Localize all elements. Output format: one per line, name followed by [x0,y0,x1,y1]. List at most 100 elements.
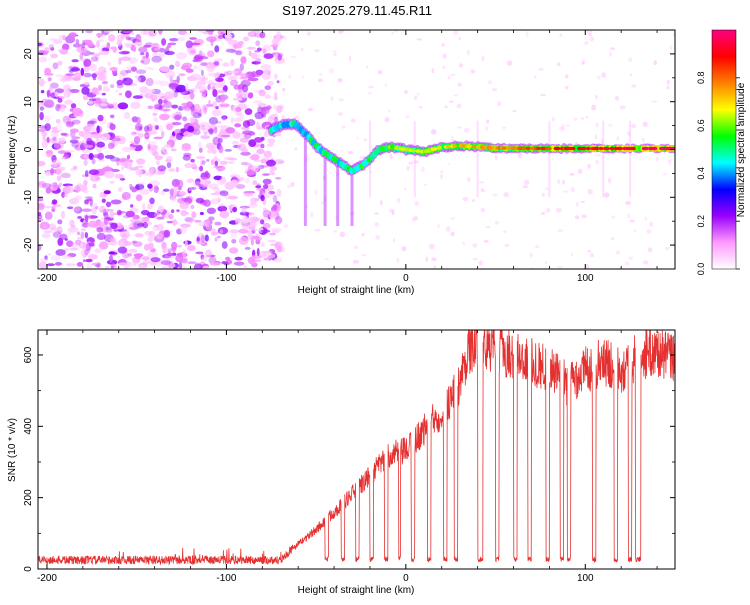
noise-blob [248,131,256,136]
noise-blob [161,146,165,153]
noise-blob [275,210,280,213]
noise-blob [458,63,464,68]
noise-blob [247,238,252,241]
noise-blob [538,68,544,71]
noise-blob [74,72,82,79]
noise-blob [137,265,147,269]
noise-blob [185,68,194,73]
noise-blob [83,95,89,101]
noise-blob [56,175,62,182]
noise-blob [215,72,221,77]
noise-blob [272,203,281,212]
noise-blob [255,69,264,76]
noise-blob [53,203,62,208]
noise-blob [388,208,394,213]
noise-blob [98,50,110,56]
noise-blob [95,264,101,268]
noise-blob [81,86,90,95]
noise-blob [41,131,47,137]
noise-blob [122,77,133,86]
noise-blob [44,114,51,123]
noise-blob [576,201,579,207]
noise-blob [271,228,282,232]
noise-blob [38,203,45,211]
noise-blob [50,167,55,176]
noise-blob [52,159,58,167]
noise-blob [144,172,155,176]
noise-blob [161,241,167,250]
noise-blob [97,114,104,122]
noise-blob [256,248,260,257]
track-core [594,146,600,151]
noise-blob [47,77,52,82]
noise-blob [130,101,141,109]
noise-blob [136,220,142,224]
noise-blob [55,74,63,78]
noise-blob [38,182,47,188]
noise-blob [144,125,150,133]
noise-blob [87,215,98,219]
noise-blob [207,50,215,58]
noise-blob [41,140,48,149]
noise-blob [314,189,318,196]
noise-blob [333,53,337,56]
noise-blob [368,85,374,89]
noise-blob [178,191,187,196]
noise-blob [82,189,89,194]
noise-blob [258,126,262,129]
noise-blob [170,209,175,214]
noise-blob [203,131,208,135]
noise-blob [38,197,44,202]
noise-blob [282,87,286,92]
noise-blob [75,39,80,44]
noise-blob [38,49,44,56]
noise-blob [206,159,210,162]
noise-blob [384,83,388,88]
noise-blob [234,118,241,122]
noise-blob [109,123,116,131]
noise-blob [502,126,506,129]
noise-blob [338,98,345,102]
noise-blob [207,124,216,131]
noise-blob [163,100,173,109]
noise-blob [221,115,228,120]
noise-blob [198,232,205,241]
noise-blob [157,165,167,172]
noise-blob [224,32,232,39]
noise-blob [363,138,367,141]
noise-blob [122,30,133,34]
noise-blob [80,142,87,151]
noise-blob [232,43,243,49]
noise-blob [129,167,140,171]
noise-blob [52,136,57,141]
noise-blob [263,184,269,190]
noise-blob [221,241,228,249]
noise-blob [247,256,256,265]
noise-blob [262,173,270,176]
noise-blob [123,266,129,269]
noise-blob [53,142,64,150]
colorbar: 0.0 0.2 0.4 0.6 0.8 Normalized spectral ampl… [696,29,747,275]
noise-blob [275,177,282,180]
noise-blob [81,42,86,49]
noise-blob [262,250,272,254]
noise-blob [71,242,79,250]
noise-blob [51,154,57,163]
noise-blob [280,246,286,253]
noise-blob [167,248,172,254]
noise-blob [154,125,159,130]
noise-blob [38,211,42,216]
noise-blob [44,211,53,220]
noise-blob [238,228,249,234]
noise-blob [199,50,203,56]
noise-blob [71,59,79,63]
noise-blob [135,76,142,84]
noise-blob [143,30,148,36]
noise-blob [128,57,138,64]
noise-blob [156,223,164,232]
noise-blob [361,232,365,237]
noise-blob [180,223,191,228]
noise-blob [215,106,219,110]
noise-blob [81,208,92,212]
